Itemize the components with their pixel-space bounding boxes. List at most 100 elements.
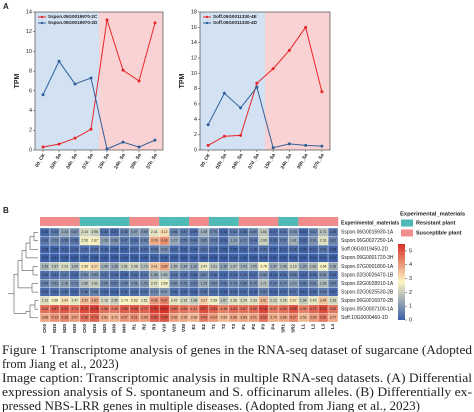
cell-value: 0.71 [240,239,247,243]
cell-value: 0.58 [91,290,98,294]
row-label: Soff.06G0019450-2D [341,247,389,253]
data-point [105,18,109,22]
cell-value: 0.23 [101,290,108,294]
cell-value: 0.48 [151,247,158,251]
legend-label: Soff.05G0011330-4E [213,14,257,19]
row-label: Sspon.02G0025530-2B [341,289,394,295]
cell-value: 0.84 [101,281,108,285]
series-line [42,19,156,148]
cell-value: 0.08 [42,247,49,251]
cell-value: 4.27 [290,316,297,320]
data-point [153,138,157,142]
cell-value: 0.08 [260,256,267,260]
cell-value: 0.39 [71,239,78,243]
cell-value: 0.17 [71,290,78,294]
cell-value: 0.02 [330,256,337,260]
column-label: P2 [251,324,256,330]
cell-value: 0.18 [250,247,257,251]
cell-value: 2.64 [320,264,327,268]
cell-value: 1.62 [310,264,317,268]
cell-value: 5.43 [161,307,168,311]
x-tick-label: 02h_Sa [215,152,229,170]
plot-frame [199,11,331,151]
cell-value: 4.83 [121,307,128,311]
caption-line: Figure 1 Transcriptome analysis of genes… [2,343,473,357]
cell-value: 2.23 [62,264,69,268]
cell-value: 2.33 [320,239,327,243]
cell-value: 0.19 [131,247,138,251]
cell-value: 3.81 [101,316,108,320]
column-annotation [248,217,259,226]
column-annotation [179,217,190,226]
column-label: L2 [310,324,315,330]
row-label: Sspon.06G0001720-3H [341,255,394,261]
legend-swatch [401,229,413,237]
cell-value: 3.04 [62,299,69,303]
column-annotation [288,217,299,226]
cell-value: 4.04 [211,316,218,320]
cell-value: 4.98 [290,307,297,311]
column-label: V10 [161,324,166,333]
cell-value: 0.52 [220,281,227,285]
cell-value: 2.45 [310,299,317,303]
row-label: Sspon.06G0016970-2B [341,298,394,304]
legend-label: Sspon.05G0019970-2C [48,14,98,19]
cell-value: 4.57 [240,307,247,311]
cell-value: 1.98 [191,299,198,303]
cell-value: 0.03 [131,256,138,260]
cell-value: 4.47 [270,307,277,311]
legend-swatch [401,219,413,227]
column-annotation [208,217,219,226]
cell-value: 1.55 [250,264,257,268]
cell-value: 3.92 [171,316,178,320]
cell-value: 0.01 [52,256,59,260]
data-point [271,67,275,71]
column-label: E1 [191,324,196,330]
cell-value: 0.53 [211,239,218,243]
cell-value: 5.26 [91,307,98,311]
cell-value: 2.58 [161,281,168,285]
column-label: P3 [261,324,266,330]
row-label: Sspon.02G0026470-1B [341,272,394,278]
cell-value: 0.27 [270,230,277,234]
cell-value: 1.38 [201,230,208,234]
column-label: L4 [330,324,335,330]
cell-value: 0.52 [230,230,237,234]
cell-value: 1.94 [300,299,307,303]
cell-value: 4.69 [171,307,178,311]
cell-value: 2.59 [211,299,218,303]
x-tick-label: 15h_Sa [97,152,111,170]
column-label: V20 [171,324,176,333]
cell-value: 0.88 [111,239,118,243]
y-axis-label: TPM [14,73,21,88]
cell-value: 0.15 [310,247,317,251]
legend-marker [40,21,44,25]
cell-value: 0.01 [220,256,227,260]
column-annotation [318,217,329,226]
column-annotation [308,217,319,226]
cell-value: 0.11 [151,256,157,260]
column-annotation [109,217,120,226]
cell-value: 0.45 [52,230,59,234]
cell-value: 0.83 [211,281,218,285]
y-tick-label: 8 [29,69,32,75]
cell-value: 3.91 [250,316,257,320]
y-tick-label: 14 [191,40,197,46]
row-label: Sspon.05G0007100-1A [341,307,394,313]
cell-value: 0.18 [220,230,227,234]
cell-value: 0.25 [230,290,237,294]
data-point [271,146,275,150]
cell-value: 2.19 [290,264,297,268]
cell-value: 0.24 [220,239,227,243]
cell-value: 1.87 [52,264,59,268]
dendrogram-path [8,232,38,319]
cell-value: 0.11 [240,247,246,251]
cell-value: 3.86 [280,316,287,320]
cell-value: 1.22 [191,264,198,268]
cell-value: 0.74 [151,290,158,294]
cell-value: 2.51 [141,299,148,303]
cell-value: 0.46 [81,290,88,294]
cell-value: 5.12 [81,307,88,311]
data-point [222,91,226,95]
data-point [239,133,243,137]
